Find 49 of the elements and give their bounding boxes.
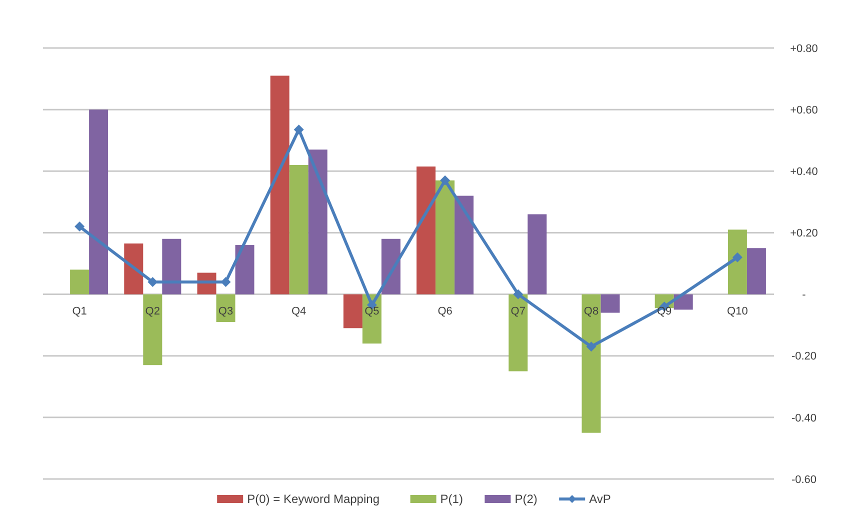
y-tick-label: -0.40 — [791, 412, 817, 424]
legend-label: AvP — [589, 492, 611, 506]
bar — [235, 245, 254, 294]
legend-label: P(1) — [440, 492, 463, 506]
x-tick-label: Q7 — [510, 305, 526, 318]
y-tick-label: +0.80 — [790, 42, 818, 55]
x-tick-label: Q5 — [364, 305, 380, 318]
point — [732, 252, 742, 262]
bar — [143, 294, 162, 366]
x-tick-label: Q3 — [218, 305, 234, 318]
bar — [600, 294, 620, 313]
point — [513, 289, 524, 300]
bar — [124, 243, 144, 294]
y-tick-label: +0.20 — [790, 228, 818, 240]
bar — [436, 180, 455, 294]
point — [586, 342, 596, 352]
legend-label: P(2) — [514, 492, 538, 506]
bar — [270, 76, 290, 294]
y-tick-label: -0.60 — [791, 474, 817, 486]
bar — [582, 294, 601, 433]
legend-label: P(0) = Keyword Mapping — [247, 492, 380, 506]
bar — [89, 110, 108, 294]
y-tick-label: +0.60 — [790, 104, 818, 116]
point — [440, 175, 450, 186]
point — [220, 276, 231, 287]
x-tick-label: Q10 — [727, 305, 748, 318]
bar — [343, 294, 362, 328]
bar — [728, 230, 747, 294]
x-tick-label: Q2 — [145, 305, 160, 318]
bar — [289, 164, 308, 294]
bar — [508, 294, 528, 372]
point — [74, 222, 85, 232]
y-tick-label: +0.40 — [790, 166, 818, 178]
x-tick-label: Q8 — [584, 305, 599, 318]
y-tick-label: -0.20 — [791, 350, 817, 363]
bar — [528, 214, 547, 294]
point — [294, 124, 304, 135]
x-tick-label: Q6 — [438, 305, 452, 318]
x-tick-label: Q4 — [292, 305, 306, 318]
bar — [416, 166, 436, 294]
bar — [308, 150, 328, 294]
point — [148, 276, 158, 287]
bar — [746, 248, 766, 294]
bar — [454, 196, 474, 294]
bar — [70, 270, 90, 294]
y-tick-label: - — [802, 289, 806, 302]
bar — [162, 238, 182, 294]
bar — [216, 294, 236, 322]
x-tick-label: Q1 — [72, 305, 87, 318]
